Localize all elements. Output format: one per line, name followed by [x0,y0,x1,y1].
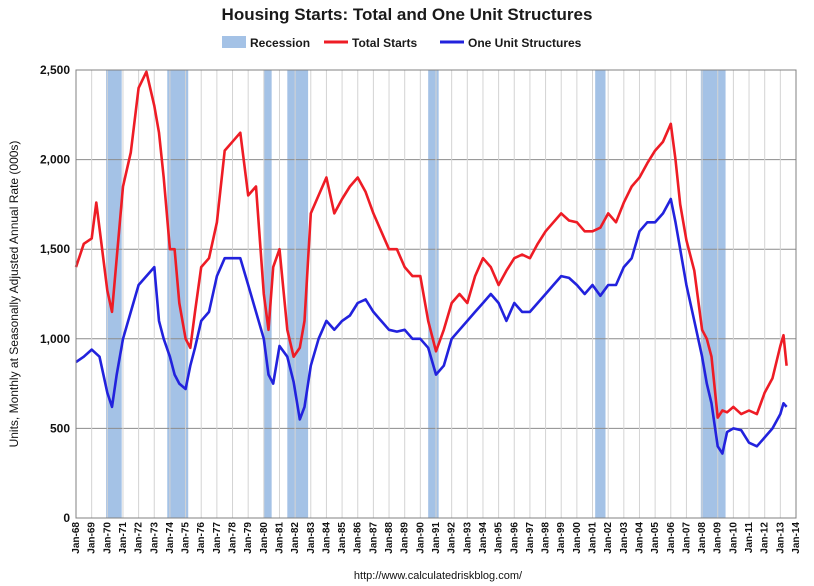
x-tick-label: Jan-09 [713,522,724,554]
x-tick-label: Jan-70 [102,522,113,554]
x-tick-label: Jan-80 [259,522,270,554]
series-line-one-unit [75,197,788,455]
y-tick-label: 0 [63,511,70,525]
x-tick-label: Jan-00 [572,522,583,554]
x-tick-label: Jan-83 [306,522,317,554]
x-tick-label: Jan-93 [462,522,473,554]
x-tick-label: Jan-98 [541,522,552,554]
x-tick-label: Jan-69 [87,522,98,554]
x-tick-label: Jan-68 [71,522,82,554]
x-tick-label: Jan-84 [321,522,332,554]
legend-one-unit-label: One Unit Structures [468,36,582,50]
x-tick-label: Jan-08 [697,522,708,554]
recession-band-2 [263,70,272,518]
series-line-total-starts [74,70,788,419]
legend-total-starts-label: Total Starts [352,36,417,50]
vertical-gridlines [75,70,797,518]
x-tick-label: Jan-10 [728,522,739,554]
y-axis-ticks: 0 500 1,000 1,500 2,000 2,500 [40,63,70,525]
recession-band-4 [428,70,439,518]
x-axis-ticks: Jan-68 Jan-69 Jan-70 Jan-71 Jan-72 Jan-73 Jan-… [71,522,802,554]
plot-area [74,69,797,519]
x-tick-label: Jan-75 [181,522,192,554]
x-tick-label: Jan-13 [775,522,786,554]
x-tick-label: Jan-02 [603,522,614,554]
x-tick-label: Jan-95 [494,522,505,554]
recession-band-6 [700,70,726,518]
x-tick-label: Jan-79 [243,522,254,554]
x-tick-label: Jan-06 [666,522,677,554]
x-tick-label: Jan-73 [149,522,160,554]
x-tick-label: Jan-72 [134,522,145,554]
x-tick-label: Jan-07 [681,522,692,554]
source-url: http://www.calculatedriskblog.com/ [354,570,523,582]
chart-title: Housing Starts: Total and One Unit Struc… [222,5,593,24]
y-axis-label: Units, Monthly at Seasonally Adjusted An… [7,141,21,448]
x-tick-label: Jan-05 [650,522,661,554]
legend: Recession Total Starts One Unit Structur… [222,36,582,50]
x-tick-label: Jan-99 [556,522,567,554]
x-tick-label: Jan-86 [353,522,364,554]
x-tick-label: Jan-96 [509,522,520,554]
x-tick-label: Jan-11 [744,522,755,554]
x-tick-label: Jan-94 [478,522,489,554]
x-tick-label: Jan-90 [415,522,426,554]
x-tick-label: Jan-81 [274,522,285,554]
y-tick-label: 500 [50,421,70,435]
x-tick-label: Jan-04 [634,522,645,554]
x-tick-label: Jan-91 [431,522,442,554]
x-tick-label: Jan-78 [228,522,239,554]
y-tick-label: 2,500 [40,63,70,77]
x-tick-label: Jan-01 [588,522,599,554]
x-tick-label: Jan-92 [447,522,458,554]
y-tick-label: 1,000 [40,332,70,346]
x-tick-label: Jan-03 [619,522,630,554]
y-tick-label: 1,500 [40,242,70,256]
x-tick-label: Jan-74 [165,522,176,554]
x-tick-label: Jan-77 [212,522,223,554]
x-tick-label: Jan-97 [525,522,536,554]
x-tick-label: Jan-71 [118,522,129,554]
recession-band-3 [287,70,309,518]
x-tick-label: Jan-82 [290,522,301,554]
x-tick-label: Jan-14 [791,522,802,554]
x-tick-label: Jan-88 [384,522,395,554]
plot-frame [75,69,797,519]
legend-recession-label: Recession [250,36,310,50]
x-tick-label: Jan-85 [337,522,348,554]
x-tick-label: Jan-89 [400,522,411,554]
legend-recession-swatch [222,36,246,48]
x-tick-label: Jan-87 [368,522,379,554]
x-tick-label: Jan-12 [760,522,771,554]
y-tick-label: 2,000 [40,153,70,167]
x-tick-label: Jan-76 [196,522,207,554]
